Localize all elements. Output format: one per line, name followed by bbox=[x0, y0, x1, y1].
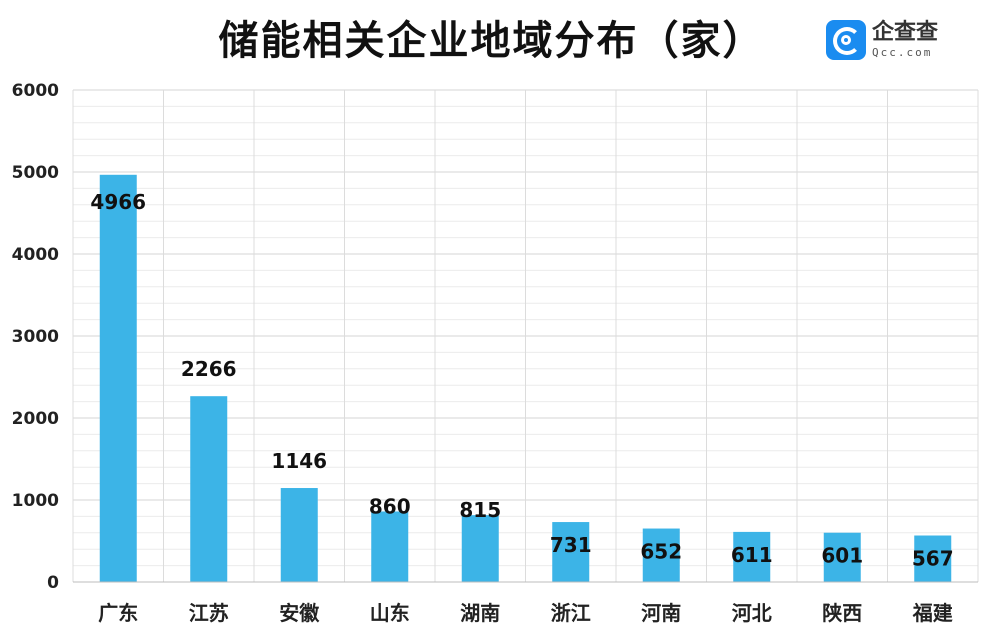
chart-title: 储能相关企业地域分布（家） bbox=[218, 18, 765, 64]
bar-山东 bbox=[371, 511, 409, 582]
x-tick-label: 湖南 bbox=[460, 601, 500, 625]
y-tick-label: 3000 bbox=[12, 327, 59, 347]
x-tick-label: 福建 bbox=[912, 601, 953, 625]
data-label: 611 bbox=[731, 543, 773, 567]
y-tick-label: 1000 bbox=[12, 491, 59, 511]
x-tick-label: 河北 bbox=[732, 601, 772, 625]
y-tick-label: 0 bbox=[47, 573, 59, 593]
y-tick-label: 4000 bbox=[12, 245, 59, 265]
bar-福建 bbox=[914, 535, 952, 582]
brand-logo: 企查查 Qcc.com bbox=[826, 18, 938, 62]
data-label: 860 bbox=[369, 494, 411, 518]
logo-domain: Qcc.com bbox=[872, 46, 933, 59]
x-tick-label: 江苏 bbox=[189, 601, 229, 625]
bar-河南 bbox=[642, 528, 680, 582]
data-label: 815 bbox=[459, 498, 501, 522]
qcc-logo-icon bbox=[826, 20, 866, 60]
bar-安徽 bbox=[280, 488, 318, 582]
bar-河北 bbox=[733, 531, 771, 582]
y-tick-label: 5000 bbox=[12, 163, 59, 183]
data-label: 2266 bbox=[181, 357, 237, 381]
y-tick-label: 2000 bbox=[12, 409, 59, 429]
data-label: 567 bbox=[912, 547, 954, 571]
logo-name: 企查查 bbox=[872, 20, 939, 45]
bar-湖南 bbox=[461, 515, 499, 582]
data-label: 731 bbox=[550, 533, 592, 557]
bar-浙江 bbox=[552, 522, 590, 582]
x-tick-label: 广东 bbox=[98, 601, 138, 625]
x-tick-label: 安徽 bbox=[279, 601, 320, 625]
x-tick-label: 陕西 bbox=[822, 601, 862, 625]
data-label: 652 bbox=[640, 540, 682, 564]
bar-江苏 bbox=[190, 396, 228, 582]
bar-陕西 bbox=[823, 532, 861, 582]
y-tick-label: 6000 bbox=[12, 81, 59, 101]
data-label: 4966 bbox=[90, 190, 146, 214]
data-label: 601 bbox=[821, 544, 863, 568]
x-tick-label: 河南 bbox=[641, 601, 681, 625]
x-tick-label: 浙江 bbox=[551, 601, 591, 625]
x-tick-label: 山东 bbox=[370, 601, 410, 625]
data-label: 1146 bbox=[271, 449, 327, 473]
bar-广东 bbox=[99, 174, 137, 582]
